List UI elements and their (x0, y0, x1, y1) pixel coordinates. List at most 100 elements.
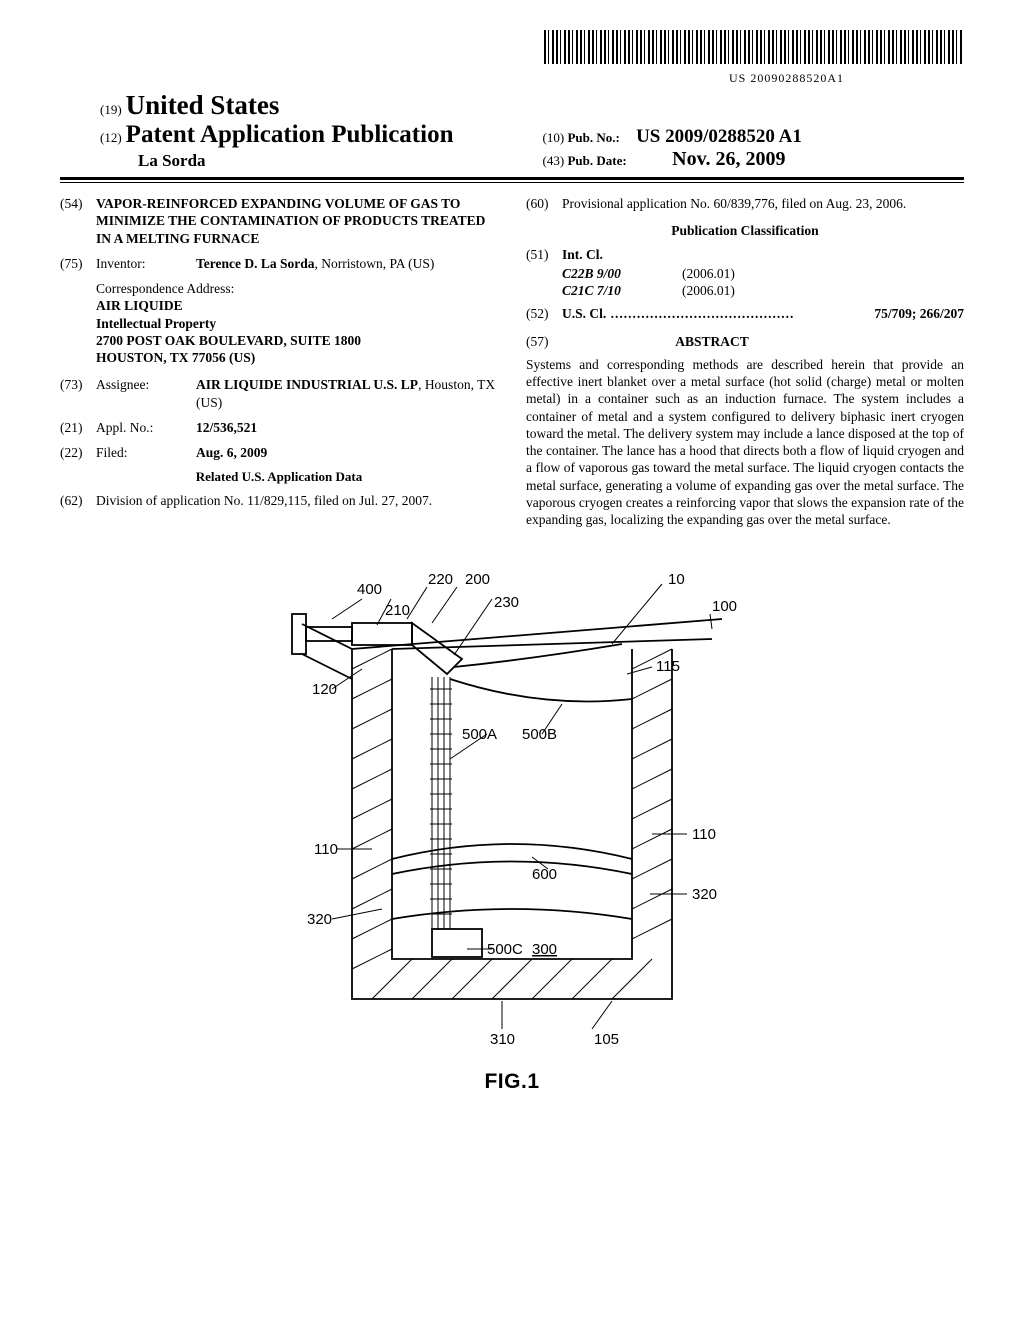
inventor-name: Terence D. La Sorda (196, 256, 315, 271)
label-600: 600 (532, 866, 557, 883)
label-500B: 500B (522, 726, 557, 743)
intcl-rows: C22B 9/00 (2006.01) C21C 7/10 (2006.01) (562, 265, 964, 300)
intcl-date-1: (2006.01) (682, 265, 735, 282)
field-75-value: Terence D. La Sorda, Norristown, PA (US) (196, 255, 498, 272)
corr-line2: Intellectual Property (96, 315, 498, 332)
related-title: Related U.S. Application Data (60, 469, 498, 486)
field-51: (51) Int. Cl. (526, 246, 964, 263)
field-75: (75) Inventor: Terence D. La Sorda, Norr… (60, 255, 498, 272)
label-10: 10 (668, 571, 685, 588)
intcl-item-2: C21C 7/10 (2006.01) (562, 282, 964, 299)
label-220: 220 (428, 571, 453, 588)
field-52-content: U.S. Cl. 75/709; 266/207 (562, 305, 964, 322)
label-310: 310 (490, 1031, 515, 1048)
field-51-label: Int. Cl. (562, 246, 964, 263)
field-57-num: (57) (526, 334, 549, 349)
header-right: (10) Pub. No.: US 2009/0288520 A1 (43) P… (543, 126, 964, 171)
pubno: US 2009/0288520 A1 (636, 126, 802, 147)
label-110R: 110 (692, 826, 716, 843)
field-52-value: 75/709; 266/207 (874, 305, 964, 322)
rule-thick (60, 177, 964, 180)
field-73: (73) Assignee: AIR LIQUIDE INDUSTRIAL U.… (60, 376, 498, 411)
field-60-num: (60) (526, 195, 562, 212)
left-column: (54) VAPOR-REINFORCED EXPANDING VOLUME O… (60, 195, 498, 529)
field-75-label: Inventor: (96, 255, 196, 272)
label-200: 200 (465, 571, 490, 588)
field-73-num: (73) (60, 376, 96, 411)
intcl-code-2: C21C 7/10 (562, 282, 682, 299)
label-115: 115 (656, 658, 680, 675)
country-title: United States (126, 90, 280, 120)
prefix-43: (43) (543, 153, 565, 168)
field-22: (22) Filed: Aug. 6, 2009 (60, 444, 498, 461)
pubclass-title: Publication Classification (526, 222, 964, 239)
label-110L: 110 (314, 841, 338, 858)
field-62: (62) Division of application No. 11/829,… (60, 492, 498, 509)
patent-page: US 20090288520A1 (19) United States (12)… (0, 0, 1024, 1134)
corr-line3: 2700 POST OAK BOULEVARD, SUITE 1800 (96, 332, 498, 349)
field-62-text: Division of application No. 11/829,115, … (96, 492, 498, 509)
field-52-label: U.S. Cl. (562, 306, 794, 321)
correspondence-block: Correspondence Address: AIR LIQUIDE Inte… (96, 280, 498, 366)
field-52: (52) U.S. Cl. 75/709; 266/207 (526, 305, 964, 322)
barcode-text: US 20090288520A1 (60, 71, 844, 86)
field-21: (21) Appl. No.: 12/536,521 (60, 419, 498, 436)
intcl-code-1: C22B 9/00 (562, 265, 682, 282)
intcl-item-1: C22B 9/00 (2006.01) (562, 265, 964, 282)
label-100: 100 (712, 598, 737, 615)
field-21-value: 12/536,521 (196, 419, 498, 436)
label-105: 105 (594, 1031, 619, 1048)
corr-line4: HOUSTON, TX 77056 (US) (96, 349, 498, 366)
header-left: (19) United States (12) Patent Applicati… (60, 90, 543, 171)
field-21-num: (21) (60, 419, 96, 436)
label-400: 400 (357, 581, 382, 598)
figure-area: 400 210 220 200 230 10 100 115 120 500A … (60, 559, 964, 1094)
field-54: (54) VAPOR-REINFORCED EXPANDING VOLUME O… (60, 195, 498, 247)
barcode-block: US 20090288520A1 (60, 30, 964, 86)
barcode (544, 30, 964, 64)
doc-type: Patent Application Publication (126, 121, 454, 148)
field-51-num: (51) (526, 246, 562, 263)
assignee-name: AIR LIQUIDE INDUSTRIAL U.S. LP (196, 377, 418, 392)
pubno-label: Pub. No.: (567, 130, 619, 145)
field-22-value: Aug. 6, 2009 (196, 444, 498, 461)
invention-title: VAPOR-REINFORCED EXPANDING VOLUME OF GAS… (96, 195, 498, 247)
figure-svg: 400 210 220 200 230 10 100 115 120 500A … (232, 559, 792, 1059)
header: (19) United States (12) Patent Applicati… (60, 90, 964, 171)
field-52-num: (52) (526, 305, 562, 322)
abstract-title: ABSTRACT (675, 334, 749, 349)
label-120: 120 (312, 681, 337, 698)
inventor-loc: , Norristown, PA (US) (315, 256, 435, 271)
label-500A: 500A (462, 726, 497, 743)
field-75-num: (75) (60, 255, 96, 272)
field-73-value: AIR LIQUIDE INDUSTRIAL U.S. LP, Houston,… (196, 376, 498, 411)
abstract-text: Systems and corresponding methods are de… (526, 356, 964, 529)
field-54-num: (54) (60, 195, 96, 247)
rule-thin (60, 182, 964, 183)
pubdate: Nov. 26, 2009 (672, 148, 785, 170)
prefix-19: (19) (100, 102, 122, 117)
field-22-num: (22) (60, 444, 96, 461)
intcl-date-2: (2006.01) (682, 282, 735, 299)
field-60: (60) Provisional application No. 60/839,… (526, 195, 964, 212)
author-name: La Sorda (100, 151, 543, 171)
figure-caption: FIG.1 (60, 1070, 964, 1094)
field-60-text: Provisional application No. 60/839,776, … (562, 195, 964, 212)
label-500C: 500C (487, 941, 523, 958)
label-320L: 320 (307, 911, 332, 928)
right-column: (60) Provisional application No. 60/839,… (526, 195, 964, 529)
corr-line1: AIR LIQUIDE (96, 297, 498, 314)
body-columns: (54) VAPOR-REINFORCED EXPANDING VOLUME O… (60, 195, 964, 529)
prefix-12: (12) (100, 130, 122, 145)
pubdate-label: Pub. Date: (567, 153, 626, 168)
label-230: 230 (494, 594, 519, 611)
prefix-10: (10) (543, 130, 565, 145)
field-57-row: (57) ABSTRACT (526, 333, 964, 350)
field-22-label: Filed: (96, 444, 196, 461)
field-73-label: Assignee: (96, 376, 196, 411)
label-320R: 320 (692, 886, 717, 903)
field-21-label: Appl. No.: (96, 419, 196, 436)
corr-title: Correspondence Address: (96, 280, 498, 297)
label-300: 300 (532, 941, 557, 958)
label-210: 210 (385, 602, 410, 619)
